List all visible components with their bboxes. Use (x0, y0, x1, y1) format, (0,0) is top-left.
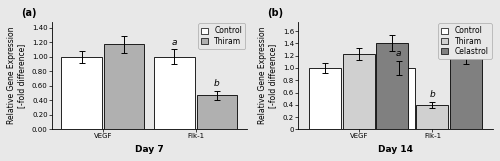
Bar (104, 44, 144, 129)
Bar (197, 95, 237, 129)
Text: a: a (172, 38, 177, 47)
Legend: Control, Thiram, Celastrol: Control, Thiram, Celastrol (438, 24, 492, 59)
Text: (b): (b) (267, 8, 283, 18)
Bar (154, 57, 194, 129)
Bar (450, 56, 482, 129)
Bar (376, 43, 408, 129)
X-axis label: Day 7: Day 7 (135, 145, 164, 154)
Text: (a): (a) (20, 8, 36, 18)
Text: a: a (396, 49, 402, 58)
Y-axis label: Relative Gene Expression
[-fold difference]: Relative Gene Expression [-fold differen… (258, 27, 277, 124)
Bar (416, 105, 448, 129)
Bar (309, 68, 341, 129)
Text: a: a (464, 36, 469, 45)
Y-axis label: Relative Gene Expression
[-fold difference]: Relative Gene Expression [-fold differen… (7, 27, 26, 124)
Text: b: b (430, 90, 436, 99)
Bar (383, 68, 415, 129)
X-axis label: Day 14: Day 14 (378, 145, 413, 154)
Bar (62, 57, 102, 129)
Legend: Control, Thiram: Control, Thiram (198, 24, 245, 49)
Bar (343, 54, 375, 129)
Text: b: b (214, 79, 220, 88)
